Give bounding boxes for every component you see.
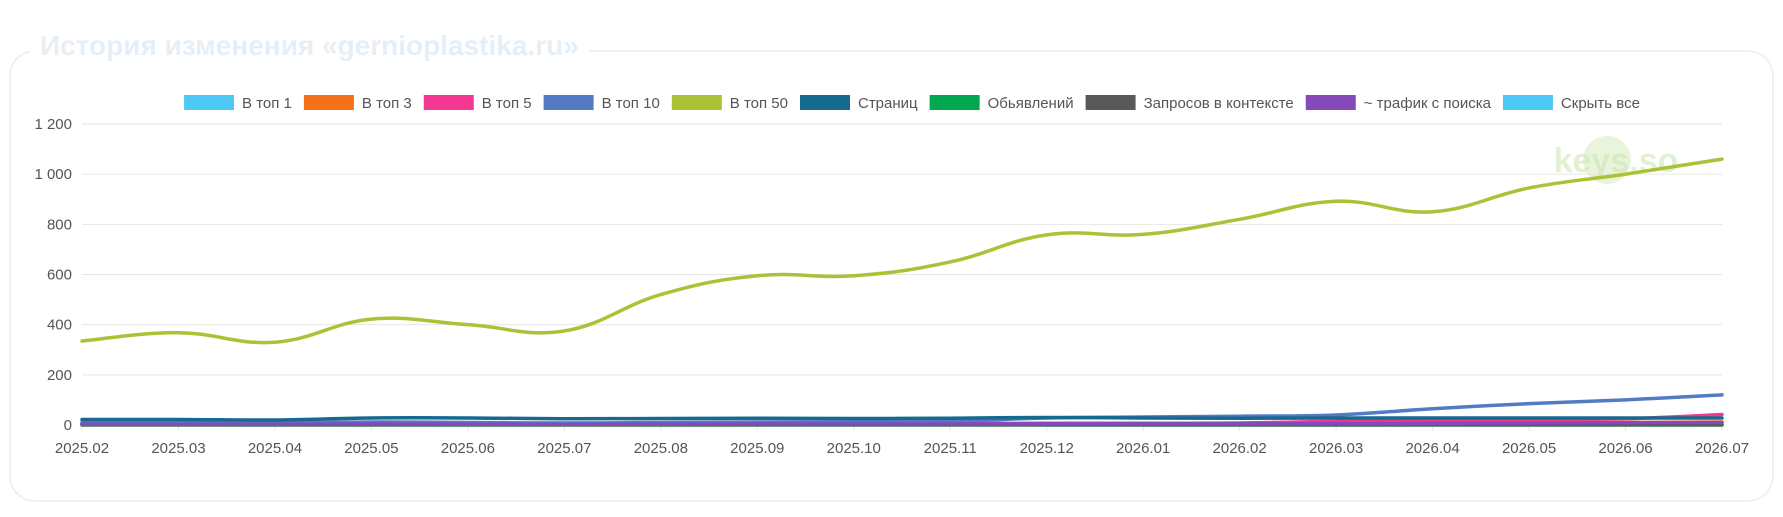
x-tick-label: 2025.12: [1020, 440, 1074, 457]
x-tick-label: 2025.06: [441, 440, 495, 457]
y-tick-label: 0: [64, 417, 72, 434]
x-tick-label: 2026.04: [1405, 440, 1459, 457]
legend-swatch[interactable]: [184, 95, 235, 110]
legend-item-label[interactable]: Скрыть все: [1561, 95, 1640, 112]
legend-swatch[interactable]: [543, 95, 594, 110]
x-tick-label: 2026.01: [1116, 440, 1170, 457]
watermark-logo-icon: [1583, 136, 1631, 184]
x-tick-label: 2026.02: [1213, 440, 1267, 457]
series-line-5: [80, 415, 1724, 422]
y-tick-label: 800: [47, 216, 72, 233]
legend-item-label[interactable]: В топ 1: [242, 95, 292, 112]
legend-swatch[interactable]: [1502, 95, 1553, 110]
x-tick-label: 2025.07: [537, 440, 591, 457]
x-tick-label: 2026.07: [1695, 440, 1749, 457]
y-tick-label: 400: [47, 317, 72, 334]
x-tick-label: 2025.02: [55, 440, 109, 457]
y-tick-label: 600: [47, 267, 72, 284]
legend-swatch[interactable]: [799, 95, 850, 110]
series-line-4: [80, 157, 1724, 345]
chart-title: История изменения «gernioplastika.ru»: [30, 30, 589, 62]
x-tick-label: 2026.05: [1502, 440, 1556, 457]
x-tick-label: 2025.05: [344, 440, 398, 457]
legend-item-label[interactable]: Запросов в контексте: [1144, 95, 1294, 112]
x-tick-label: 2026.06: [1598, 440, 1652, 457]
series-line-3: [80, 393, 1724, 425]
legend-item-label[interactable]: Обьявлений: [988, 95, 1074, 112]
x-tick-label: 2025.03: [151, 440, 205, 457]
legend-item-label[interactable]: В топ 5: [482, 95, 532, 112]
legend-swatch[interactable]: [303, 95, 354, 110]
legend-swatch[interactable]: [671, 95, 722, 110]
legend-item-label[interactable]: Страниц: [858, 95, 918, 112]
y-tick-label: 1 200: [34, 116, 72, 133]
x-tick-label: 2025.09: [730, 440, 784, 457]
x-tick-label: 2026.03: [1309, 440, 1363, 457]
legend-swatch[interactable]: [1305, 95, 1356, 110]
x-tick-label: 2025.10: [827, 440, 881, 457]
legend-swatch[interactable]: [423, 95, 474, 110]
x-tick-label: 2025.11: [924, 440, 977, 457]
legend-item-label[interactable]: В топ 50: [730, 95, 788, 112]
series-line-8: [80, 420, 1724, 427]
x-tick-label: 2025.04: [248, 440, 302, 457]
legend-item-label[interactable]: ~ трафик с поиска: [1364, 95, 1492, 112]
legend-item-label[interactable]: В топ 10: [602, 95, 660, 112]
y-tick-label: 200: [47, 367, 72, 384]
y-tick-label: 1 000: [34, 166, 72, 183]
legend-item-label[interactable]: В топ 3: [362, 95, 412, 112]
legend-swatch[interactable]: [1085, 95, 1136, 110]
legend-swatch[interactable]: [929, 95, 980, 110]
x-tick-label: 2025.08: [634, 440, 688, 457]
